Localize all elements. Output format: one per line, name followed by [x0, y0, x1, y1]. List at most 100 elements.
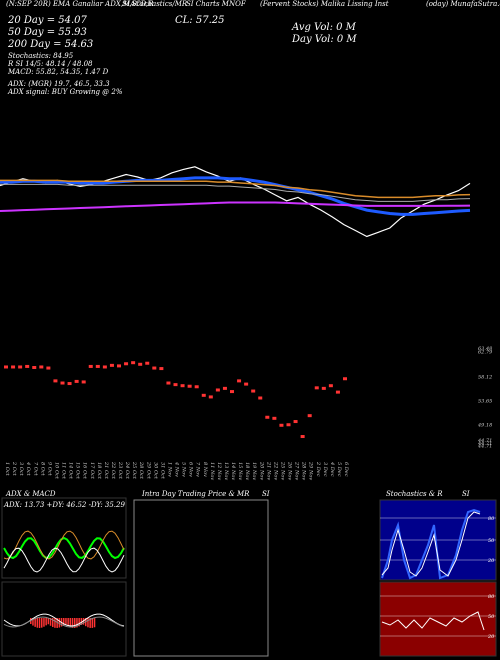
x-tick-label: 18 Nov — [244, 462, 250, 480]
price-dot — [251, 389, 256, 393]
price-dot — [215, 388, 220, 392]
price-dot — [88, 364, 93, 368]
x-tick-label: 7 Nov — [195, 462, 201, 477]
x-tick-label: 25 Nov — [279, 461, 285, 480]
x-tick-label: 8 Nov — [202, 462, 208, 477]
macd-bar — [71, 618, 74, 628]
price-dot — [67, 382, 72, 386]
x-tick-label: 21 Oct — [103, 461, 109, 480]
price-dot — [321, 386, 326, 390]
price-dot — [102, 365, 107, 369]
x-tick-label: 29 Oct — [145, 461, 151, 480]
x-tick-label: 31 Oct — [159, 462, 165, 480]
macd-bar — [49, 618, 52, 626]
y-tick-label: 44.71 — [477, 441, 492, 447]
x-tick-label: 14 Oct — [68, 462, 74, 480]
price-dot — [173, 383, 178, 387]
macd-value: MACD: 55.82, 54.35, 1.47 D — [8, 68, 109, 76]
y-tick-label: 49.18 — [477, 422, 492, 428]
macd-bar — [74, 618, 76, 628]
price-dot — [95, 364, 100, 368]
macd-bar — [63, 618, 65, 626]
x-tick-label: 16 Oct — [82, 462, 88, 480]
x-tick-label: 7 Oct — [32, 462, 38, 477]
x-tick-label: 11 Oct — [61, 462, 67, 480]
price-dot — [145, 361, 150, 365]
ema50-label: 50 Day = 55.93 — [8, 27, 87, 38]
price-dot — [4, 365, 8, 369]
x-tick-label: 6 Nov — [188, 462, 194, 477]
x-tick-label: 17 Oct — [89, 462, 95, 480]
price-dot — [328, 384, 333, 388]
price-dot — [265, 415, 270, 419]
price-dot — [46, 366, 51, 370]
x-tick-label: 10 Oct — [53, 462, 59, 480]
adx-signal: ADX signal: BUY Growing @ 2% — [8, 88, 123, 96]
x-tick-label: 28 Nov — [301, 461, 307, 480]
macd-bar — [43, 618, 45, 627]
price-dot — [74, 379, 79, 383]
x-tick-label: 4 Nov — [174, 461, 180, 477]
si-label: SI Charts MNOF — [186, 0, 246, 8]
signal-line — [3, 616, 125, 628]
rsi-level-label: 50 — [488, 614, 495, 620]
x-tick-label: 2 Dec — [315, 461, 321, 477]
x-tick-label: 13 Nov — [223, 462, 229, 480]
x-tick-label: 26 Nov — [287, 461, 293, 480]
rsi-level-label: 20 — [487, 634, 495, 640]
price-dot — [18, 365, 23, 369]
day-vol-label: Day Vol: 0 M — [292, 34, 357, 45]
x-tick-label: 4 Oct — [25, 461, 31, 477]
price-dot — [180, 384, 185, 388]
price-chart: 63.4862.7958.1253.6549.1844.7144.7144.71… — [0, 166, 493, 480]
x-tick-label: 28 Oct — [138, 461, 144, 480]
y-tick-label: 53.65 — [478, 398, 492, 404]
rsi-panel — [379, 581, 497, 657]
price-dot — [166, 381, 171, 385]
x-tick-label: 14 Nov — [230, 462, 236, 480]
price-dot — [109, 363, 114, 367]
x-tick-label: 1 Nov — [166, 462, 172, 477]
y-tick-label: 63.48 — [478, 346, 492, 352]
macd-bar — [67, 618, 69, 626]
price-dot — [258, 396, 263, 400]
macd-bar — [47, 618, 50, 625]
stoch-d-line — [381, 511, 481, 577]
adx-value: ADX: (MGR) 19.7, 46.5, 33.3 — [8, 80, 110, 88]
series-ema-20 — [0, 176, 471, 216]
price-dot — [272, 416, 277, 420]
price-dot — [293, 420, 298, 424]
price-dot — [343, 377, 347, 381]
price-dot — [131, 361, 136, 365]
macd-bar — [45, 618, 47, 626]
x-tick-label: 20 Nov — [258, 461, 264, 480]
x-tick-label: 22 Oct — [110, 461, 116, 480]
adx-values: ADX: 13.73 +DY: 46.52 -DY: 35.29 — [3, 501, 125, 509]
x-tick-label: 9 Oct — [46, 462, 52, 477]
y-tick-label: 58.12 — [478, 374, 492, 380]
price-dot — [32, 366, 37, 370]
rsi-value: R SI 14/5: 48.14 / 48.08 — [8, 60, 93, 68]
macd-bar — [69, 618, 72, 628]
x-tick-label: 15 Oct — [75, 462, 81, 480]
intra-si-label: SI — [262, 490, 270, 498]
x-tick-label: 6 Dec — [343, 462, 349, 477]
price-dot — [230, 390, 234, 394]
stoch-si-label: SI — [462, 490, 470, 498]
price-dot — [117, 364, 121, 368]
series-ema-200 — [0, 201, 471, 212]
x-tick-label: 12 Nov — [216, 462, 222, 480]
ema200-label: 200 Day = 54.63 — [8, 39, 94, 50]
stoch-level-label: 20 — [487, 558, 495, 564]
adx-panel-title: ADX & MACD — [6, 490, 56, 498]
macd-bar — [54, 618, 56, 628]
y-tick-label: 44.71 — [477, 438, 492, 444]
price-dot — [286, 423, 291, 427]
x-tick-label: 29 Nov — [308, 461, 314, 480]
price-dot — [208, 395, 213, 399]
y-tick-label: 44.71 — [477, 444, 492, 450]
price-dot — [194, 385, 199, 389]
stoch-panel-title: Stochastics & R — [386, 490, 443, 498]
price-dot — [60, 381, 65, 385]
